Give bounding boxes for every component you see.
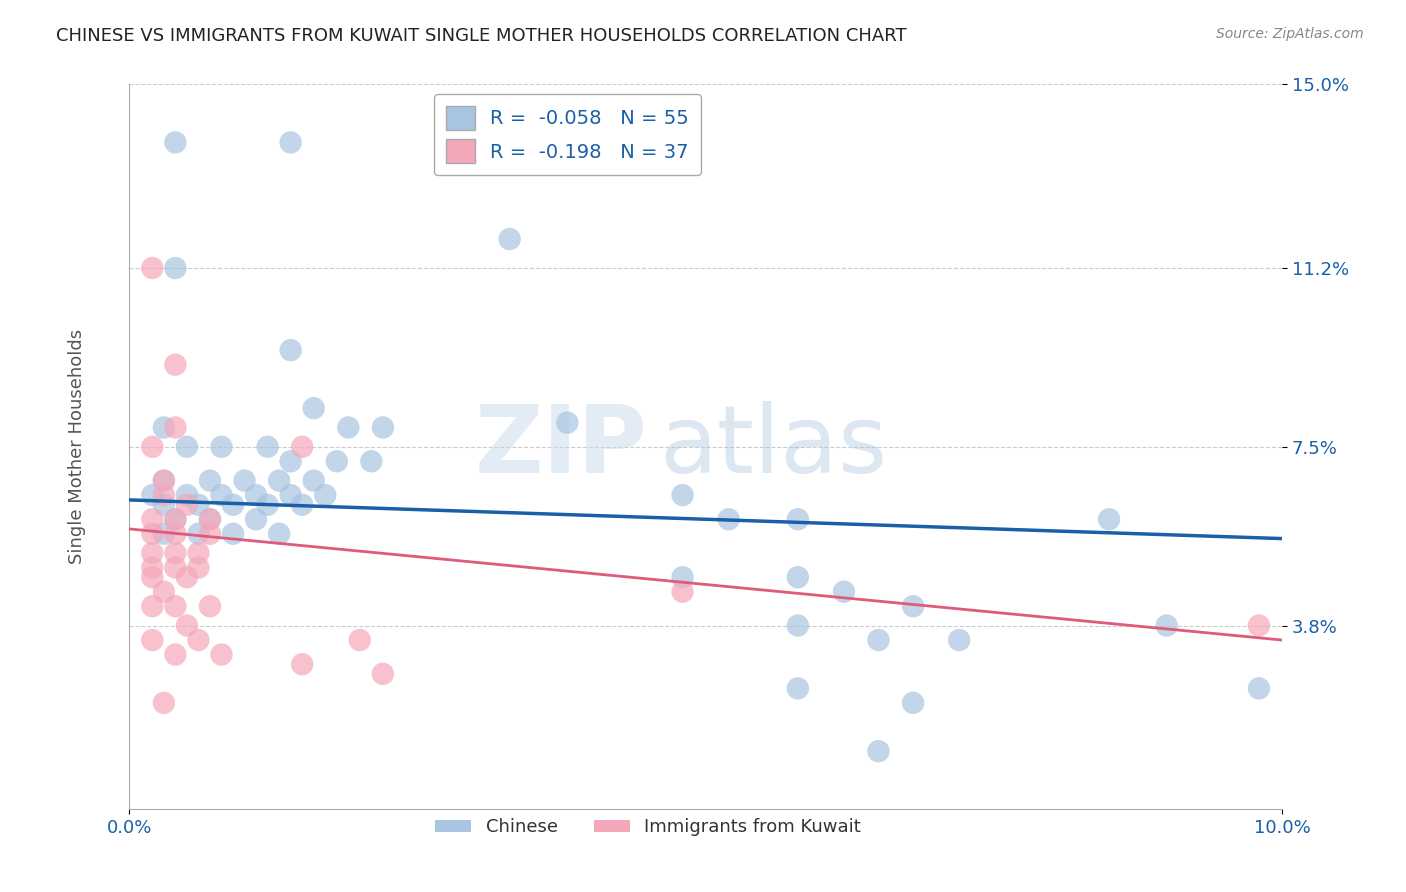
Text: CHINESE VS IMMIGRANTS FROM KUWAIT SINGLE MOTHER HOUSEHOLDS CORRELATION CHART: CHINESE VS IMMIGRANTS FROM KUWAIT SINGLE… [56,27,907,45]
Point [786,681,808,696]
Point [198,599,221,614]
Point [868,633,890,648]
Point [948,633,970,648]
Point [245,488,267,502]
Point [555,416,578,430]
Point [141,633,163,648]
Point [187,546,209,560]
Point [211,440,233,454]
Point [233,474,256,488]
Text: Source: ZipAtlas.com: Source: ZipAtlas.com [1216,27,1364,41]
Point [786,570,808,584]
Point [198,512,221,526]
Point [291,440,314,454]
Point [165,546,187,560]
Point [165,420,187,434]
Point [371,420,394,434]
Point [141,260,163,275]
Point [337,420,360,434]
Point [280,343,302,358]
Point [269,526,291,541]
Point [141,570,163,584]
Point [165,512,187,526]
Point [671,488,693,502]
Point [245,512,267,526]
Point [832,584,855,599]
Point [187,633,209,648]
Text: Single Mother Households: Single Mother Households [69,329,86,565]
Point [165,512,187,526]
Point [1098,512,1121,526]
Point [141,440,163,454]
Point [256,498,278,512]
Legend: Chinese, Immigrants from Kuwait: Chinese, Immigrants from Kuwait [427,811,868,844]
Point [498,232,520,246]
Point [717,512,740,526]
Point [153,420,176,434]
Point [176,570,198,584]
Text: atlas: atlas [659,401,887,492]
Point [153,474,176,488]
Point [187,526,209,541]
Point [269,474,291,488]
Point [222,498,245,512]
Point [153,584,176,599]
Point [153,488,176,502]
Point [176,440,198,454]
Point [141,560,163,574]
Point [786,618,808,632]
Point [198,512,221,526]
Point [280,454,302,468]
Point [1247,618,1270,632]
Point [165,358,187,372]
Point [280,136,302,150]
Point [360,454,382,468]
Point [671,570,693,584]
Point [211,648,233,662]
Point [153,526,176,541]
Point [198,526,221,541]
Point [671,584,693,599]
Point [141,599,163,614]
Point [165,136,187,150]
Point [211,488,233,502]
Point [901,599,924,614]
Point [256,440,278,454]
Point [176,498,198,512]
Text: ZIP: ZIP [475,401,648,492]
Point [165,648,187,662]
Point [302,401,325,416]
Point [291,657,314,672]
Point [1247,681,1270,696]
Point [141,488,163,502]
Point [165,560,187,574]
Point [901,696,924,710]
Point [314,488,336,502]
Point [141,546,163,560]
Point [349,633,371,648]
Point [198,474,221,488]
Point [141,512,163,526]
Point [280,488,302,502]
Point [222,526,245,541]
Point [868,744,890,758]
Point [153,474,176,488]
Point [786,512,808,526]
Point [165,599,187,614]
Point [187,560,209,574]
Point [326,454,349,468]
Point [371,666,394,681]
Point [187,498,209,512]
Point [1156,618,1178,632]
Point [176,488,198,502]
Point [291,498,314,512]
Point [153,696,176,710]
Point [165,260,187,275]
Point [141,526,163,541]
Point [176,618,198,632]
Point [153,498,176,512]
Point [302,474,325,488]
Point [165,526,187,541]
